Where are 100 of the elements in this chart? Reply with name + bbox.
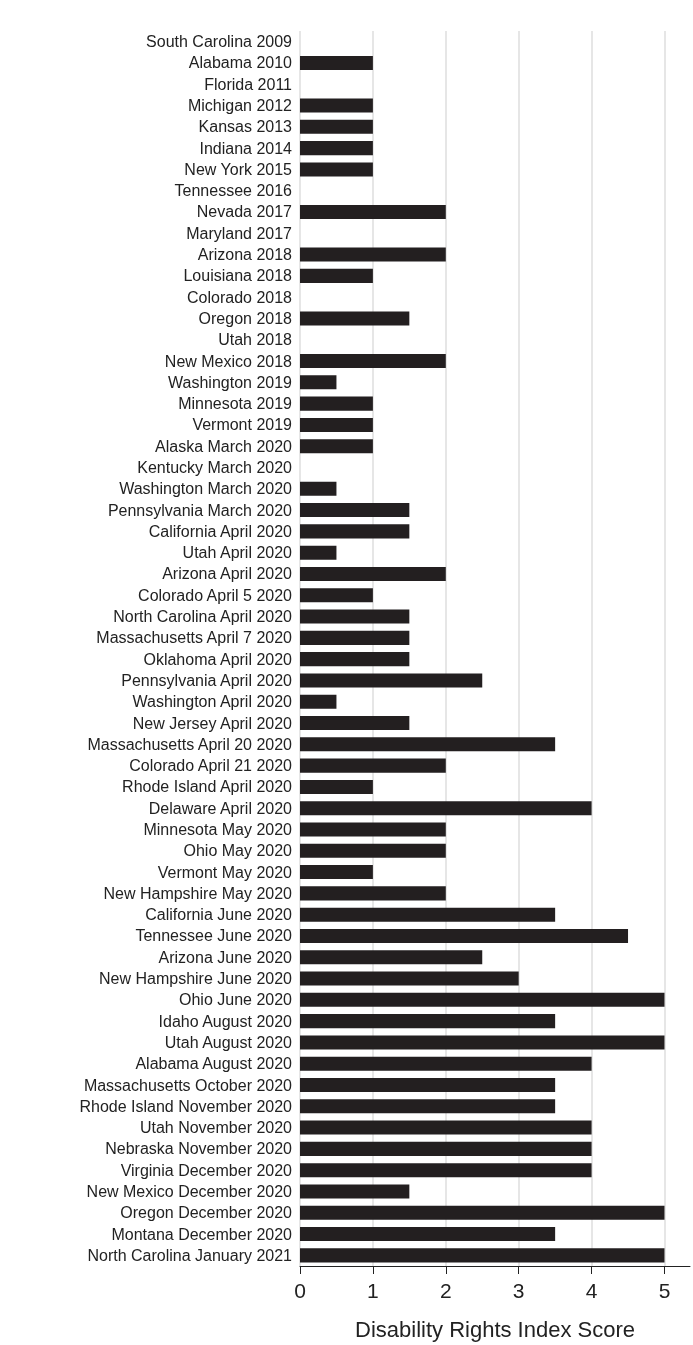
bar: [300, 524, 410, 539]
y-tick-label: Utah August 2020: [164, 1033, 293, 1051]
y-tick-label: Massachusetts April 7 2020: [96, 629, 293, 647]
y-tick-label: Indiana 2014: [199, 139, 293, 157]
y-tick-label: New Hampshire May 2020: [103, 884, 293, 902]
y-tick-label: Minnesota May 2020: [143, 820, 293, 838]
bar: [300, 1099, 556, 1114]
y-tick-label: Vermont May 2020: [157, 863, 293, 881]
bar: [300, 886, 446, 901]
bar: [300, 1227, 556, 1242]
y-tick-label: Alabama 2010: [188, 54, 293, 72]
y-tick-label: Oregon 2018: [198, 309, 293, 327]
y-tick-label: Rhode Island April 2020: [122, 778, 293, 796]
y-tick-label: Ohio May 2020: [183, 842, 293, 860]
bar: [300, 801, 592, 816]
y-tick-label: Kentucky March 2020: [137, 459, 293, 477]
y-tick-label: Washington April 2020: [132, 693, 293, 711]
bar: [300, 141, 373, 156]
bar: [300, 268, 373, 283]
y-tick-label: Alabama August 2020: [135, 1055, 293, 1073]
bar: [300, 1184, 410, 1199]
y-tick-label: Michigan 2012: [187, 97, 293, 115]
y-tick-label: Vermont 2019: [192, 416, 293, 434]
x-tick-label: 3: [512, 1279, 525, 1302]
bar: [300, 1035, 665, 1050]
y-tick-label: Oklahoma April 2020: [143, 650, 293, 668]
bar: [300, 1141, 592, 1156]
bar: [300, 1120, 592, 1135]
bar: [300, 204, 446, 220]
y-tick-label: Florida 2011: [204, 75, 293, 93]
bar: [300, 375, 337, 390]
y-tick-label: Nebraska November 2020: [105, 1140, 293, 1158]
bar: [300, 992, 665, 1007]
bar: [300, 630, 410, 645]
bar: [300, 354, 446, 369]
bar: [300, 737, 556, 752]
y-tick-label: California June 2020: [145, 906, 293, 924]
bar: [300, 971, 519, 986]
x-tick-label: 2: [439, 1279, 452, 1302]
bar: [300, 865, 373, 880]
y-tick-label: North Carolina January 2021: [87, 1246, 293, 1264]
y-tick-label: Montana December 2020: [111, 1225, 293, 1243]
x-tick-label: 1: [367, 1279, 379, 1302]
y-tick-label: New York 2015: [184, 160, 293, 178]
bar: [300, 758, 446, 773]
bar: [300, 439, 373, 454]
x-axis-title: Disability Rights Index Score: [354, 1316, 636, 1342]
y-tick-label: Colorado April 21 2020: [129, 757, 293, 775]
y-tick-label: Colorado 2018: [187, 288, 293, 306]
y-tick-label: Utah April 2020: [182, 544, 293, 562]
y-tick-label: Nevada 2017: [196, 203, 293, 221]
y-tick-label: South Carolina 2009: [146, 33, 293, 51]
bar: [300, 55, 373, 70]
bar: [300, 694, 337, 709]
y-tick-label: Washington 2019: [168, 373, 293, 391]
bar: [300, 247, 446, 262]
y-tick-label: Arizona 2018: [197, 246, 293, 264]
bar: [300, 162, 373, 177]
y-tick-label: Idaho August 2020: [158, 1012, 293, 1030]
y-tick-label: Rhode Island November 2020: [79, 1097, 293, 1115]
y-tick-label: Louisiana 2018: [183, 267, 293, 285]
y-tick-label: Massachusetts April 20 2020: [87, 735, 293, 753]
y-tick-label: Utah 2018: [218, 331, 293, 349]
bar: [300, 1077, 556, 1093]
bar: [300, 907, 556, 922]
y-tick-label: Arizona June 2020: [158, 948, 293, 966]
bar: [300, 928, 629, 943]
y-tick-label: Tennessee 2016: [174, 182, 293, 200]
y-tick-label: Utah November 2020: [139, 1119, 293, 1137]
bar: [300, 950, 483, 965]
y-tick-label: Pennsylvania March 2020: [107, 501, 293, 519]
x-tick-label: 4: [585, 1279, 598, 1302]
bar: [300, 98, 373, 113]
bar: [300, 1163, 592, 1178]
y-tick-label: Massachusetts October 2020: [83, 1076, 293, 1094]
y-tick-label: Virginia December 2020: [120, 1161, 293, 1179]
bar: [300, 119, 373, 134]
bar: [300, 652, 410, 667]
y-tick-label: Washington March 2020: [119, 480, 293, 498]
y-tick-label: New Mexico 2018: [164, 352, 293, 370]
y-tick-label: Pennsylvania April 2020: [121, 671, 293, 689]
y-tick-label: California April 2020: [148, 522, 293, 540]
bar: [300, 716, 410, 731]
bar: [300, 1205, 665, 1220]
bar: [300, 396, 373, 411]
y-tick-label: Colorado April 5 2020: [138, 586, 293, 604]
x-tick-label: 0: [294, 1279, 306, 1302]
bar: [300, 545, 337, 560]
y-tick-label: North Carolina April 2020: [113, 608, 293, 626]
y-tick-label: Ohio June 2020: [179, 991, 293, 1009]
y-tick-label: New Jersey April 2020: [132, 714, 293, 732]
y-tick-label: Tennessee June 2020: [135, 927, 293, 945]
bar: [300, 822, 446, 837]
bar: [300, 566, 446, 581]
y-tick-label: Alaska March 2020: [155, 437, 293, 455]
bar: [300, 588, 373, 603]
bar: [300, 1248, 665, 1263]
y-tick-label: Arizona April 2020: [162, 565, 293, 583]
bar: [300, 843, 446, 858]
y-tick-label: New Mexico December 2020: [86, 1182, 293, 1200]
